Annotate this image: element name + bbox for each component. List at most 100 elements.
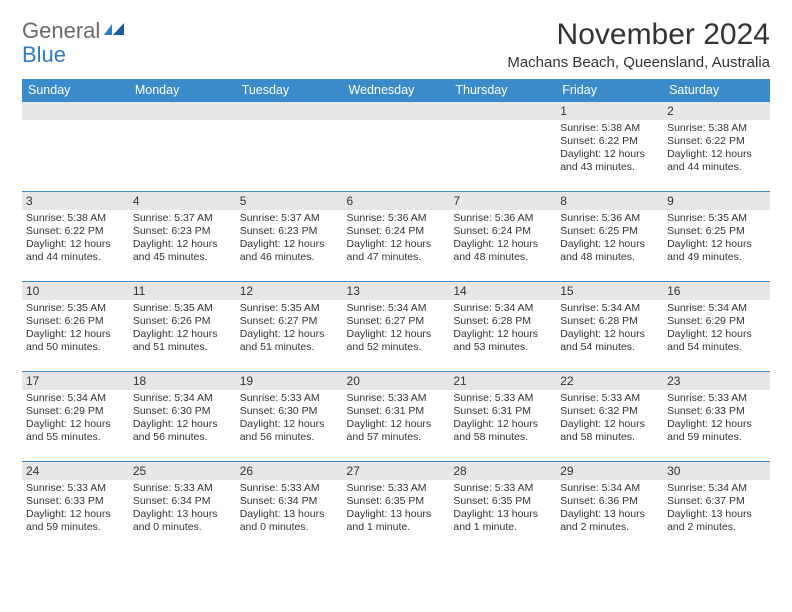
day-details: Sunrise: 5:33 AMSunset: 6:35 PMDaylight:… [343, 480, 450, 539]
calendar-day-cell: 24Sunrise: 5:33 AMSunset: 6:33 PMDayligh… [22, 462, 129, 552]
day-details: Sunrise: 5:33 AMSunset: 6:30 PMDaylight:… [236, 390, 343, 449]
calendar-day-cell: 4Sunrise: 5:37 AMSunset: 6:23 PMDaylight… [129, 192, 236, 282]
calendar-day-cell: 11Sunrise: 5:35 AMSunset: 6:26 PMDayligh… [129, 282, 236, 372]
day-details: Sunrise: 5:38 AMSunset: 6:22 PMDaylight:… [556, 120, 663, 179]
day-number [22, 102, 129, 120]
day-details: Sunrise: 5:35 AMSunset: 6:26 PMDaylight:… [22, 300, 129, 359]
logo-text-general: General [22, 18, 100, 44]
day-details: Sunrise: 5:33 AMSunset: 6:34 PMDaylight:… [236, 480, 343, 539]
calendar-day-cell: 20Sunrise: 5:33 AMSunset: 6:31 PMDayligh… [343, 372, 450, 462]
logo-text-blue: Blue [22, 42, 66, 67]
day-number: 11 [129, 282, 236, 300]
day-details: Sunrise: 5:37 AMSunset: 6:23 PMDaylight:… [129, 210, 236, 269]
logo: General [22, 18, 128, 44]
day-details: Sunrise: 5:35 AMSunset: 6:25 PMDaylight:… [663, 210, 770, 269]
day-details: Sunrise: 5:33 AMSunset: 6:33 PMDaylight:… [22, 480, 129, 539]
day-number: 13 [343, 282, 450, 300]
calendar-day-cell: 8Sunrise: 5:36 AMSunset: 6:25 PMDaylight… [556, 192, 663, 282]
calendar-day-cell: 1Sunrise: 5:38 AMSunset: 6:22 PMDaylight… [556, 102, 663, 192]
calendar-empty-cell [343, 102, 450, 192]
calendar-day-cell: 6Sunrise: 5:36 AMSunset: 6:24 PMDaylight… [343, 192, 450, 282]
calendar-day-cell: 13Sunrise: 5:34 AMSunset: 6:27 PMDayligh… [343, 282, 450, 372]
calendar-day-cell: 16Sunrise: 5:34 AMSunset: 6:29 PMDayligh… [663, 282, 770, 372]
day-details: Sunrise: 5:33 AMSunset: 6:33 PMDaylight:… [663, 390, 770, 449]
day-number [449, 102, 556, 120]
day-number: 25 [129, 462, 236, 480]
day-number: 22 [556, 372, 663, 390]
day-number: 9 [663, 192, 770, 210]
day-number: 4 [129, 192, 236, 210]
calendar-empty-cell [236, 102, 343, 192]
calendar-day-cell: 25Sunrise: 5:33 AMSunset: 6:34 PMDayligh… [129, 462, 236, 552]
day-number: 12 [236, 282, 343, 300]
page-title: November 2024 [507, 18, 770, 52]
calendar-empty-cell [22, 102, 129, 192]
day-details: Sunrise: 5:35 AMSunset: 6:27 PMDaylight:… [236, 300, 343, 359]
day-number: 20 [343, 372, 450, 390]
calendar-day-cell: 23Sunrise: 5:33 AMSunset: 6:33 PMDayligh… [663, 372, 770, 462]
calendar-week-row: 10Sunrise: 5:35 AMSunset: 6:26 PMDayligh… [22, 282, 770, 372]
day-details: Sunrise: 5:36 AMSunset: 6:24 PMDaylight:… [343, 210, 450, 269]
day-details: Sunrise: 5:34 AMSunset: 6:27 PMDaylight:… [343, 300, 450, 359]
day-details: Sunrise: 5:34 AMSunset: 6:29 PMDaylight:… [22, 390, 129, 449]
calendar-column-header: Tuesday [236, 79, 343, 102]
calendar-day-cell: 12Sunrise: 5:35 AMSunset: 6:27 PMDayligh… [236, 282, 343, 372]
title-block: November 2024 Machans Beach, Queensland,… [507, 18, 770, 71]
day-number: 8 [556, 192, 663, 210]
calendar-column-header: Saturday [663, 79, 770, 102]
day-number: 26 [236, 462, 343, 480]
day-details: Sunrise: 5:33 AMSunset: 6:35 PMDaylight:… [449, 480, 556, 539]
calendar-week-row: 3Sunrise: 5:38 AMSunset: 6:22 PMDaylight… [22, 192, 770, 282]
calendar-day-cell: 21Sunrise: 5:33 AMSunset: 6:31 PMDayligh… [449, 372, 556, 462]
calendar-header-row: SundayMondayTuesdayWednesdayThursdayFrid… [22, 79, 770, 102]
day-number: 24 [22, 462, 129, 480]
calendar-column-header: Monday [129, 79, 236, 102]
calendar-week-row: 1Sunrise: 5:38 AMSunset: 6:22 PMDaylight… [22, 102, 770, 192]
calendar-day-cell: 18Sunrise: 5:34 AMSunset: 6:30 PMDayligh… [129, 372, 236, 462]
calendar-day-cell: 28Sunrise: 5:33 AMSunset: 6:35 PMDayligh… [449, 462, 556, 552]
day-details: Sunrise: 5:34 AMSunset: 6:30 PMDaylight:… [129, 390, 236, 449]
day-number: 14 [449, 282, 556, 300]
day-details: Sunrise: 5:35 AMSunset: 6:26 PMDaylight:… [129, 300, 236, 359]
calendar-day-cell: 3Sunrise: 5:38 AMSunset: 6:22 PMDaylight… [22, 192, 129, 282]
day-details: Sunrise: 5:37 AMSunset: 6:23 PMDaylight:… [236, 210, 343, 269]
day-number: 28 [449, 462, 556, 480]
day-number: 5 [236, 192, 343, 210]
day-details: Sunrise: 5:34 AMSunset: 6:36 PMDaylight:… [556, 480, 663, 539]
day-details: Sunrise: 5:34 AMSunset: 6:28 PMDaylight:… [556, 300, 663, 359]
day-number: 3 [22, 192, 129, 210]
day-number: 7 [449, 192, 556, 210]
calendar-day-cell: 19Sunrise: 5:33 AMSunset: 6:30 PMDayligh… [236, 372, 343, 462]
calendar-day-cell: 10Sunrise: 5:35 AMSunset: 6:26 PMDayligh… [22, 282, 129, 372]
calendar-column-header: Friday [556, 79, 663, 102]
day-details: Sunrise: 5:36 AMSunset: 6:25 PMDaylight:… [556, 210, 663, 269]
day-number [343, 102, 450, 120]
day-number: 27 [343, 462, 450, 480]
day-number: 21 [449, 372, 556, 390]
day-number: 17 [22, 372, 129, 390]
day-details: Sunrise: 5:33 AMSunset: 6:32 PMDaylight:… [556, 390, 663, 449]
page-header: General November 2024 Machans Beach, Que… [22, 18, 770, 71]
day-number: 29 [556, 462, 663, 480]
day-number [236, 102, 343, 120]
day-details: Sunrise: 5:38 AMSunset: 6:22 PMDaylight:… [22, 210, 129, 269]
day-details: Sunrise: 5:34 AMSunset: 6:28 PMDaylight:… [449, 300, 556, 359]
day-details: Sunrise: 5:34 AMSunset: 6:37 PMDaylight:… [663, 480, 770, 539]
calendar-day-cell: 30Sunrise: 5:34 AMSunset: 6:37 PMDayligh… [663, 462, 770, 552]
day-number: 16 [663, 282, 770, 300]
calendar-body: 1Sunrise: 5:38 AMSunset: 6:22 PMDaylight… [22, 102, 770, 552]
calendar-empty-cell [129, 102, 236, 192]
calendar-day-cell: 2Sunrise: 5:38 AMSunset: 6:22 PMDaylight… [663, 102, 770, 192]
day-details: Sunrise: 5:33 AMSunset: 6:31 PMDaylight:… [449, 390, 556, 449]
calendar-day-cell: 29Sunrise: 5:34 AMSunset: 6:36 PMDayligh… [556, 462, 663, 552]
logo-wave-icon [104, 22, 126, 41]
day-number: 23 [663, 372, 770, 390]
calendar-day-cell: 22Sunrise: 5:33 AMSunset: 6:32 PMDayligh… [556, 372, 663, 462]
day-number: 19 [236, 372, 343, 390]
day-number: 6 [343, 192, 450, 210]
day-number: 15 [556, 282, 663, 300]
day-details: Sunrise: 5:34 AMSunset: 6:29 PMDaylight:… [663, 300, 770, 359]
calendar-empty-cell [449, 102, 556, 192]
calendar-column-header: Thursday [449, 79, 556, 102]
day-number: 1 [556, 102, 663, 120]
